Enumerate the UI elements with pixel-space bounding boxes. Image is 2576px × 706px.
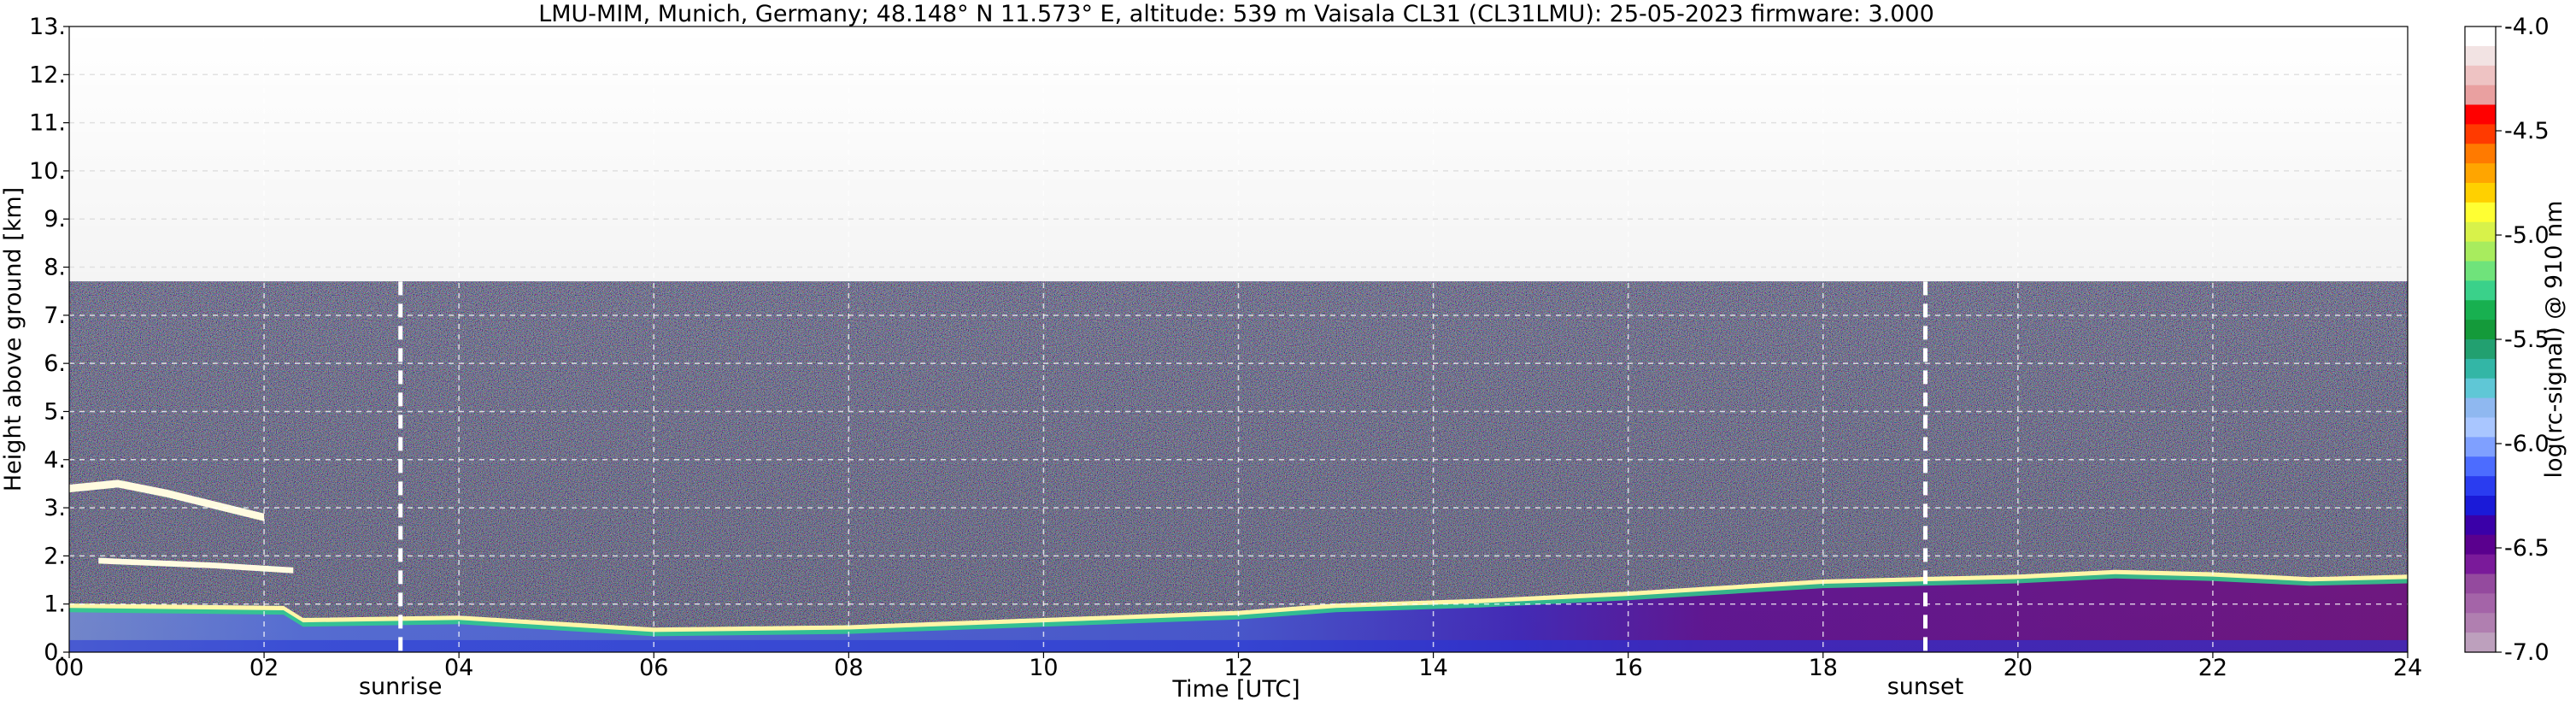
colorbar-swatch — [2465, 496, 2496, 516]
y-tick-label: 13. — [29, 14, 66, 40]
colorbar-swatch — [2465, 320, 2496, 340]
y-tick-label: 0. — [44, 639, 66, 666]
x-tick-label: 08 — [834, 655, 863, 681]
y-tick-label: 4. — [44, 447, 66, 474]
colorbar-swatch — [2465, 85, 2496, 106]
y-axis: 0. 1. 2. 3. 4. 5. 6. 7. 8. 9. 10. 11. 12. 13. — [29, 14, 69, 666]
cloud-layer-band — [69, 479, 265, 521]
colorbar-label: log(rc-signal) @ 910 nm — [2541, 201, 2567, 479]
colorbar-tick-label: -5.0 — [2504, 222, 2550, 249]
x-tick-label: 02 — [249, 655, 279, 681]
x-tick-label: 22 — [2198, 655, 2227, 681]
y-tick-label: 11. — [29, 110, 66, 137]
colorbar-swatch — [2465, 183, 2496, 203]
colorbar: -4.0 -4.5 -5.0 -5.5 -6.0 -6.5 -7.0 — [2464, 14, 2550, 666]
colorbar-swatch — [2465, 574, 2496, 594]
x-tick-label: 16 — [1613, 655, 1642, 681]
y-tick-label: 6. — [44, 350, 66, 377]
colorbar-swatch — [2465, 300, 2496, 321]
x-tick-label: 04 — [444, 655, 473, 681]
colorbar-tick-label: -4.5 — [2504, 118, 2550, 144]
colorbar-swatch — [2465, 456, 2496, 477]
colorbar-swatch — [2465, 358, 2496, 379]
colorbar-tick-label: -6.0 — [2504, 431, 2550, 457]
colorbar-swatch — [2465, 280, 2496, 301]
colorbar-tick-label: -5.5 — [2504, 327, 2550, 353]
colorbar-swatch — [2465, 144, 2496, 164]
x-tick-label: 20 — [2004, 655, 2033, 681]
marker-sunset-label: sunset — [1887, 674, 1964, 700]
colorbar-swatch — [2465, 534, 2496, 556]
chart-title: LMU-MIM, Munich, Germany; 48.148° N 11.5… — [538, 1, 1934, 27]
colorbar-swatch — [2465, 124, 2496, 144]
x-tick-label: 12 — [1223, 655, 1253, 681]
x-tick-label: 10 — [1029, 655, 1058, 681]
colorbar-swatch — [2465, 476, 2496, 497]
grid-lines — [69, 26, 2408, 652]
colorbar-swatch — [2465, 613, 2496, 633]
y-tick-label: 12. — [29, 62, 66, 88]
colorbar-swatch — [2465, 65, 2496, 86]
colorbar-swatch — [2465, 241, 2496, 262]
colorbar-swatch — [2465, 554, 2496, 575]
colorbar-tick-label: -6.5 — [2504, 535, 2550, 562]
colorbar-swatch — [2465, 104, 2496, 125]
colorbar-swatch — [2465, 26, 2496, 47]
colorbar-swatch — [2465, 515, 2496, 536]
sun-markers — [398, 281, 1928, 652]
y-tick-label: 10. — [29, 158, 66, 185]
colorbar-swatch — [2465, 437, 2496, 457]
x-tick-label: 18 — [1809, 655, 1838, 681]
colorbar-swatch — [2465, 417, 2496, 438]
colorbar-swatch — [2465, 221, 2496, 243]
colorbar-swatch — [2465, 378, 2496, 399]
x-tick-label: 06 — [639, 655, 668, 681]
y-tick-label: 7. — [44, 303, 66, 329]
colorbar-swatch — [2465, 45, 2496, 67]
colorbar-tick-label: -7.0 — [2504, 639, 2550, 666]
colorbar-swatch — [2465, 163, 2496, 184]
colorbar-swatch — [2465, 632, 2496, 653]
sun-marker-labels: sunrise sunset — [359, 674, 1963, 700]
marker-sunrise-label: sunrise — [359, 674, 443, 700]
plot-area — [69, 26, 2408, 652]
x-tick-label: 14 — [1418, 655, 1447, 681]
colorbar-swatch — [2465, 202, 2496, 223]
colorbar-swatch — [2465, 593, 2496, 614]
y-tick-label: 1. — [44, 591, 66, 618]
colorbar-swatch — [2465, 397, 2496, 419]
colorbar-tick-label: -4.0 — [2504, 14, 2550, 40]
x-axis-label: Time [UTC] — [1171, 676, 1300, 703]
colorbar-swatch — [2465, 339, 2496, 360]
y-tick-label: 9. — [44, 206, 66, 232]
residual-layer-band — [98, 557, 294, 574]
y-tick-label: 3. — [44, 495, 66, 521]
x-tick-label: 24 — [2393, 655, 2422, 681]
colorbar-swatch — [2465, 261, 2496, 281]
x-tick-label: 00 — [55, 655, 84, 681]
y-tick-label: 2. — [44, 543, 66, 569]
x-axis: 00 02 04 06 08 10 12 14 16 18 20 22 24 — [55, 652, 2422, 681]
y-axis-label: Height above ground [km] — [0, 187, 26, 491]
y-tick-label: 5. — [44, 398, 66, 425]
y-tick-label: 8. — [44, 255, 66, 281]
aerosol-top-green — [69, 572, 2408, 637]
